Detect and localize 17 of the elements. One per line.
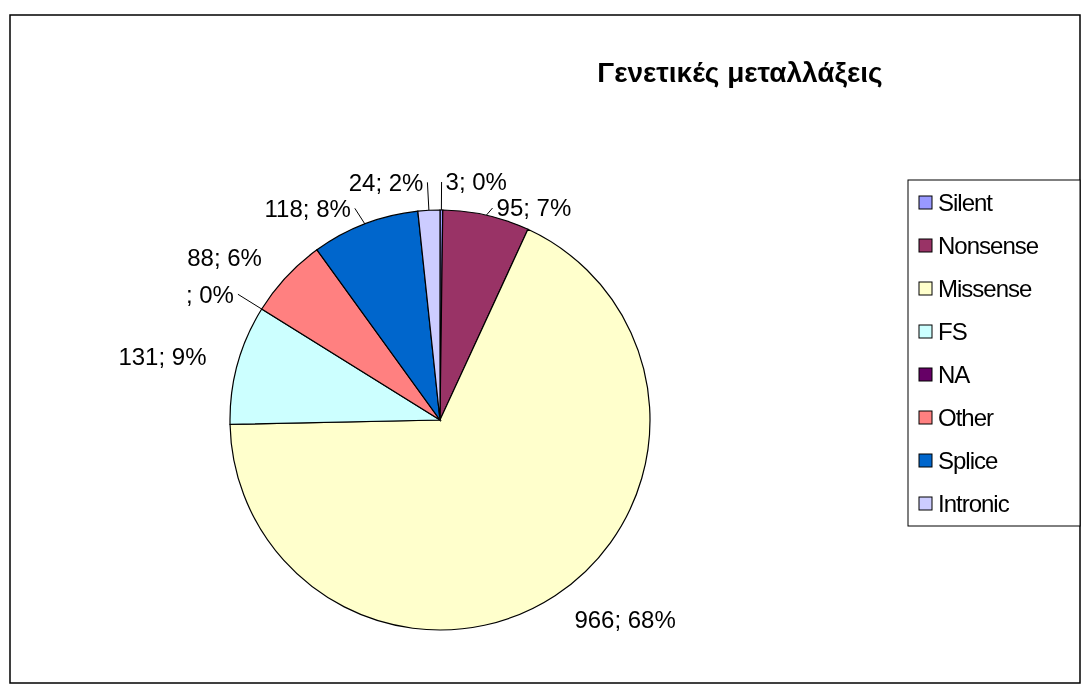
legend-label: Nonsense: [938, 232, 1039, 260]
data-label: 118; 8%: [264, 194, 351, 222]
legend-label: Splice: [938, 447, 999, 475]
legend-label: NA: [938, 361, 971, 389]
legend-label: Other: [938, 404, 995, 432]
data-label: 88; 6%: [187, 244, 262, 272]
data-label: 131; 9%: [118, 343, 207, 371]
data-label: 966; 68%: [574, 605, 676, 633]
chart-title: Γενετικές μεταλλάξεις: [597, 57, 883, 88]
legend-label: FS: [938, 318, 967, 346]
data-label: 95; 7%: [496, 194, 572, 222]
legend-label: Intronic: [938, 490, 1010, 518]
data-label: 3; 0%: [445, 168, 507, 196]
legend-label: Missense: [938, 275, 1033, 303]
data-label: 24; 2%: [348, 168, 424, 196]
text: ; 0%: [185, 280, 234, 308]
legend-label: Silent: [938, 189, 994, 217]
